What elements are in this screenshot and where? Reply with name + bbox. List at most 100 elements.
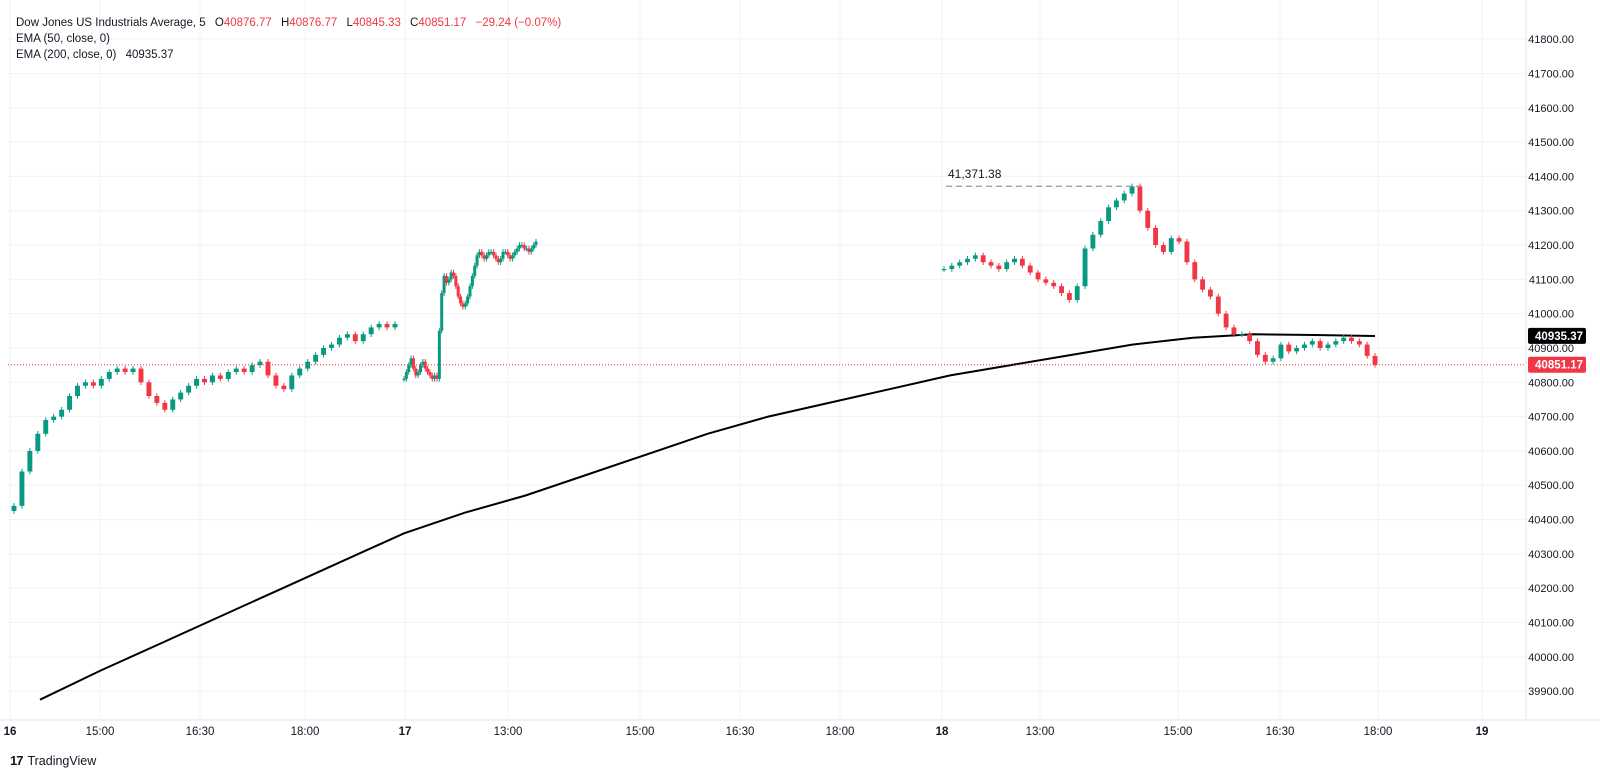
candle-body <box>35 433 41 451</box>
candle-body <box>449 272 453 280</box>
candle-body <box>525 248 529 250</box>
chart-grid <box>8 0 1526 720</box>
candle-body <box>305 361 311 369</box>
candle-body <box>1341 337 1347 342</box>
price-tick-label: 39900.00 <box>1528 686 1574 698</box>
candle-body <box>466 296 470 304</box>
candle-body <box>1349 337 1354 342</box>
candle-body <box>1278 344 1284 359</box>
candle-body <box>209 375 215 383</box>
ema-200-badge-bg <box>1528 327 1586 344</box>
candle-body <box>162 402 168 410</box>
candle-body <box>459 296 463 304</box>
candle-body <box>485 255 488 259</box>
candle-body <box>1168 238 1174 252</box>
high-marker-label: 41,371.38 <box>948 167 1002 181</box>
price-axis[interactable]: 39900.00 40000.00 40100.00 40200.00 40300.00… <box>1528 34 1586 698</box>
candle-body <box>146 382 152 397</box>
candle-body <box>1309 341 1315 345</box>
legend-open-label: O <box>214 17 224 29</box>
candle-body <box>321 347 327 355</box>
candle-body <box>1223 313 1229 328</box>
candle-body <box>522 245 526 249</box>
candle-body <box>475 255 479 266</box>
candle-body <box>1004 262 1010 270</box>
candle-body <box>489 251 493 254</box>
candle-body <box>487 251 491 256</box>
price-tick-label: 41700.00 <box>1528 68 1574 80</box>
candle-body <box>501 251 505 259</box>
price-tick-label: 41100.00 <box>1529 274 1574 286</box>
candle-body <box>281 385 287 390</box>
candle-body <box>1121 193 1127 201</box>
candle-body <box>392 323 398 328</box>
candle-body <box>130 368 136 373</box>
candle-body <box>473 265 477 276</box>
candle-body <box>1137 186 1143 211</box>
candle-body <box>421 361 425 366</box>
candle-body <box>470 275 474 287</box>
candle-body <box>452 272 455 276</box>
candle-body <box>972 255 978 259</box>
time-tick-label: 15:00 <box>86 726 115 738</box>
candle-body <box>90 382 96 386</box>
candle-body <box>482 255 486 259</box>
price-tick-label: 40100.00 <box>1528 618 1574 630</box>
candle-body <box>492 251 496 256</box>
candle-body <box>494 255 498 259</box>
legend-ema200: EMA (200, close, 0) <box>16 49 117 61</box>
time-tick-label: 19 <box>1476 726 1489 738</box>
candle-body <box>122 368 128 373</box>
candle-body <box>360 334 366 342</box>
candle-body <box>1270 358 1276 362</box>
candle-body <box>433 375 437 379</box>
candle-body <box>988 262 994 266</box>
price-tick-label: 41500.00 <box>1528 137 1574 149</box>
candle-body <box>454 275 458 287</box>
candle-body <box>463 303 467 307</box>
candle-body <box>428 372 432 376</box>
price-tick-label: 41000.00 <box>1528 309 1574 321</box>
ema-200-layer <box>39 333 1376 701</box>
legend-close: 40851.17 <box>418 17 467 29</box>
candle-body <box>419 365 422 373</box>
price-tick-label: 41200.00 <box>1528 240 1574 252</box>
time-tick-label: 15:00 <box>1164 726 1193 738</box>
time-axis[interactable]: 16 15:00 16:30 18:00 17 13:00 15:00 16:30 18:00 1… <box>4 726 1489 738</box>
candle-body <box>461 303 465 307</box>
candle-body <box>510 255 514 259</box>
candle-body <box>75 385 80 397</box>
candle-body <box>154 396 160 403</box>
candle-body <box>376 323 382 328</box>
candle-body <box>368 327 374 335</box>
tradingview-name: TradingView <box>27 753 97 768</box>
legend-ema50-row: EMA (50, close, 0) <box>16 31 561 47</box>
price-tick-label: 41300.00 <box>1528 206 1574 218</box>
price-tick-label: 41800.00 <box>1528 34 1574 46</box>
candle-body <box>1302 344 1307 348</box>
candle-body <box>1364 344 1370 356</box>
tradingview-brand[interactable]: 17 TradingView <box>10 753 96 768</box>
candle-body <box>1200 279 1206 290</box>
candle-body <box>404 372 408 379</box>
price-tick-label: 40500.00 <box>1528 480 1574 492</box>
candle-body <box>225 372 231 379</box>
candle-body <box>51 416 57 421</box>
legend-low-label: L <box>346 17 353 29</box>
candle-body <box>265 361 271 376</box>
candle-body <box>1027 265 1033 273</box>
candle-body <box>1145 210 1151 228</box>
candle-body <box>186 385 192 393</box>
candle-body <box>532 245 536 249</box>
candle-body <box>257 361 263 366</box>
annotation-layer: 41,371.38 <box>8 167 1526 366</box>
candle-body <box>426 368 430 373</box>
time-tick-label: 16:30 <box>1266 726 1295 738</box>
candle-body <box>1090 234 1096 249</box>
candle-body <box>19 471 25 506</box>
candle-body <box>430 375 434 379</box>
candle-body <box>442 275 446 294</box>
candle-body <box>506 251 510 256</box>
candle-body <box>1098 221 1104 235</box>
